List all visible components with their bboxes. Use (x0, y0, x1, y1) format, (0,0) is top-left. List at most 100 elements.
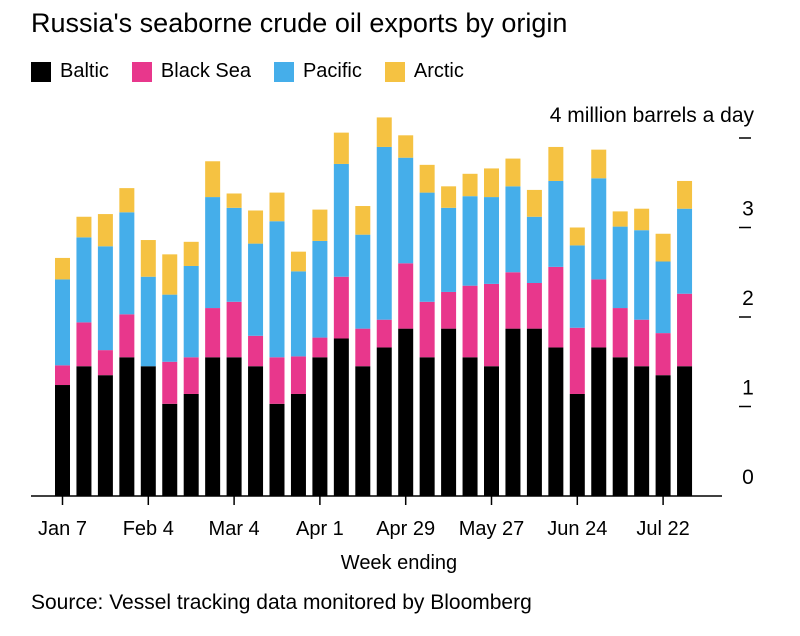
bar-black-sea-11 (290, 356, 306, 394)
bar-baltic-9 (248, 366, 264, 496)
bar-arctic-19 (462, 173, 478, 197)
bar-baltic-6 (183, 393, 199, 496)
bar-black-sea-9 (248, 335, 264, 367)
bar-pacific-28 (655, 261, 671, 334)
bar-baltic-2 (97, 375, 113, 496)
bar-black-sea-8 (226, 301, 242, 358)
bar-black-sea-5 (162, 361, 178, 404)
bar-pacific-26 (612, 226, 628, 309)
bar-arctic-22 (526, 189, 542, 217)
bar-baltic-22 (526, 328, 542, 496)
bar-black-sea-27 (634, 319, 650, 367)
bar-baltic-11 (290, 393, 306, 496)
bar-arctic-14 (355, 206, 371, 235)
legend: Baltic Black Sea Pacific Arctic (31, 60, 487, 83)
bar-pacific-5 (162, 294, 178, 362)
bar-pacific-7 (205, 197, 221, 309)
bar-arctic-2 (97, 214, 113, 247)
bar-black-sea-14 (355, 328, 371, 367)
bar-baltic-0 (55, 385, 70, 496)
bar-arctic-0 (55, 257, 70, 280)
bar-arctic-20 (484, 168, 499, 198)
y-tick-label-1: 1 (742, 377, 754, 400)
source-note: Source: Vessel tracking data monitored b… (31, 591, 532, 614)
bar-arctic-27 (634, 208, 650, 231)
bar-black-sea-19 (462, 285, 478, 358)
bar-black-sea-13 (333, 276, 349, 339)
x-tick-label-16: Apr 29 (376, 518, 435, 540)
bar-pacific-3 (119, 212, 135, 315)
bar-arctic-3 (119, 188, 135, 213)
bar-pacific-23 (548, 180, 564, 267)
legend-label-pacific: Pacific (302, 60, 362, 82)
bar-arctic-21 (505, 158, 521, 187)
bar-arctic-24 (569, 227, 585, 246)
bar-black-sea-0 (55, 365, 70, 386)
bar-baltic-17 (419, 357, 435, 496)
bar-baltic-12 (312, 357, 328, 496)
legend-item-baltic: Baltic (31, 60, 109, 83)
bar-baltic-4 (140, 366, 156, 496)
bar-baltic-8 (226, 357, 242, 496)
bar-baltic-26 (612, 357, 628, 496)
bar-arctic-5 (162, 254, 178, 295)
y-tick-label-2: 2 (742, 287, 754, 310)
bar-black-sea-15 (376, 319, 392, 348)
bar-baltic-21 (505, 328, 521, 496)
bar-baltic-23 (548, 347, 564, 496)
legend-swatch-arctic (384, 61, 405, 82)
bar-black-sea-7 (205, 308, 221, 358)
bar-baltic-18 (441, 328, 457, 496)
bar-pacific-20 (484, 197, 499, 284)
bar-pacific-21 (505, 186, 521, 273)
x-tick-label-4: Feb 4 (123, 518, 174, 540)
x-tick-label-12: Apr 1 (296, 518, 344, 540)
legend-swatch-black-sea (131, 61, 152, 82)
y-unit-label: 4 million barrels a day (550, 104, 755, 127)
bar-pacific-14 (355, 234, 371, 329)
bar-arctic-1 (76, 216, 92, 238)
bar-pacific-12 (312, 240, 328, 338)
bar-baltic-15 (376, 347, 392, 496)
bar-black-sea-29 (677, 293, 693, 367)
bar-arctic-17 (419, 164, 435, 193)
bar-arctic-16 (398, 135, 414, 158)
bar-arctic-12 (312, 209, 328, 241)
bar-arctic-4 (140, 240, 156, 277)
bar-pacific-19 (462, 196, 478, 286)
y-tick-label-3: 3 (742, 198, 754, 221)
bar-pacific-0 (55, 279, 70, 366)
bar-arctic-10 (269, 192, 285, 222)
bar-black-sea-16 (398, 263, 414, 329)
x-tick-label-24: Jun 24 (547, 518, 607, 540)
bar-black-sea-20 (484, 283, 499, 367)
bar-baltic-3 (119, 357, 135, 496)
bar-arctic-9 (248, 210, 264, 244)
bar-arctic-18 (441, 186, 457, 208)
bar-black-sea-6 (183, 357, 199, 394)
bar-baltic-7 (205, 357, 221, 496)
legend-item-black-sea: Black Sea (131, 60, 251, 83)
chart-title: Russia's seaborne crude oil exports by o… (31, 8, 568, 38)
bar-pacific-17 (419, 192, 435, 302)
bar-pacific-6 (183, 265, 199, 358)
bar-baltic-20 (484, 366, 499, 496)
x-tick-label-28: Jul 22 (636, 518, 689, 540)
bar-arctic-25 (591, 149, 607, 179)
x-tick-label-8: Mar 4 (209, 518, 260, 540)
y-tick-label-0: 0 (742, 466, 754, 489)
bar-pacific-8 (226, 207, 242, 302)
bar-baltic-16 (398, 328, 414, 496)
bar-baltic-13 (333, 338, 349, 496)
x-axis-title: Week ending (341, 552, 457, 574)
legend-label-arctic: Arctic (413, 60, 464, 82)
bar-pacific-10 (269, 221, 285, 358)
bar-baltic-10 (269, 403, 285, 496)
bar-black-sea-28 (655, 333, 671, 376)
bar-black-sea-1 (76, 322, 92, 367)
bar-baltic-28 (655, 375, 671, 496)
bar-pacific-15 (376, 146, 392, 320)
bar-baltic-1 (76, 366, 92, 496)
bar-black-sea-2 (97, 350, 113, 376)
